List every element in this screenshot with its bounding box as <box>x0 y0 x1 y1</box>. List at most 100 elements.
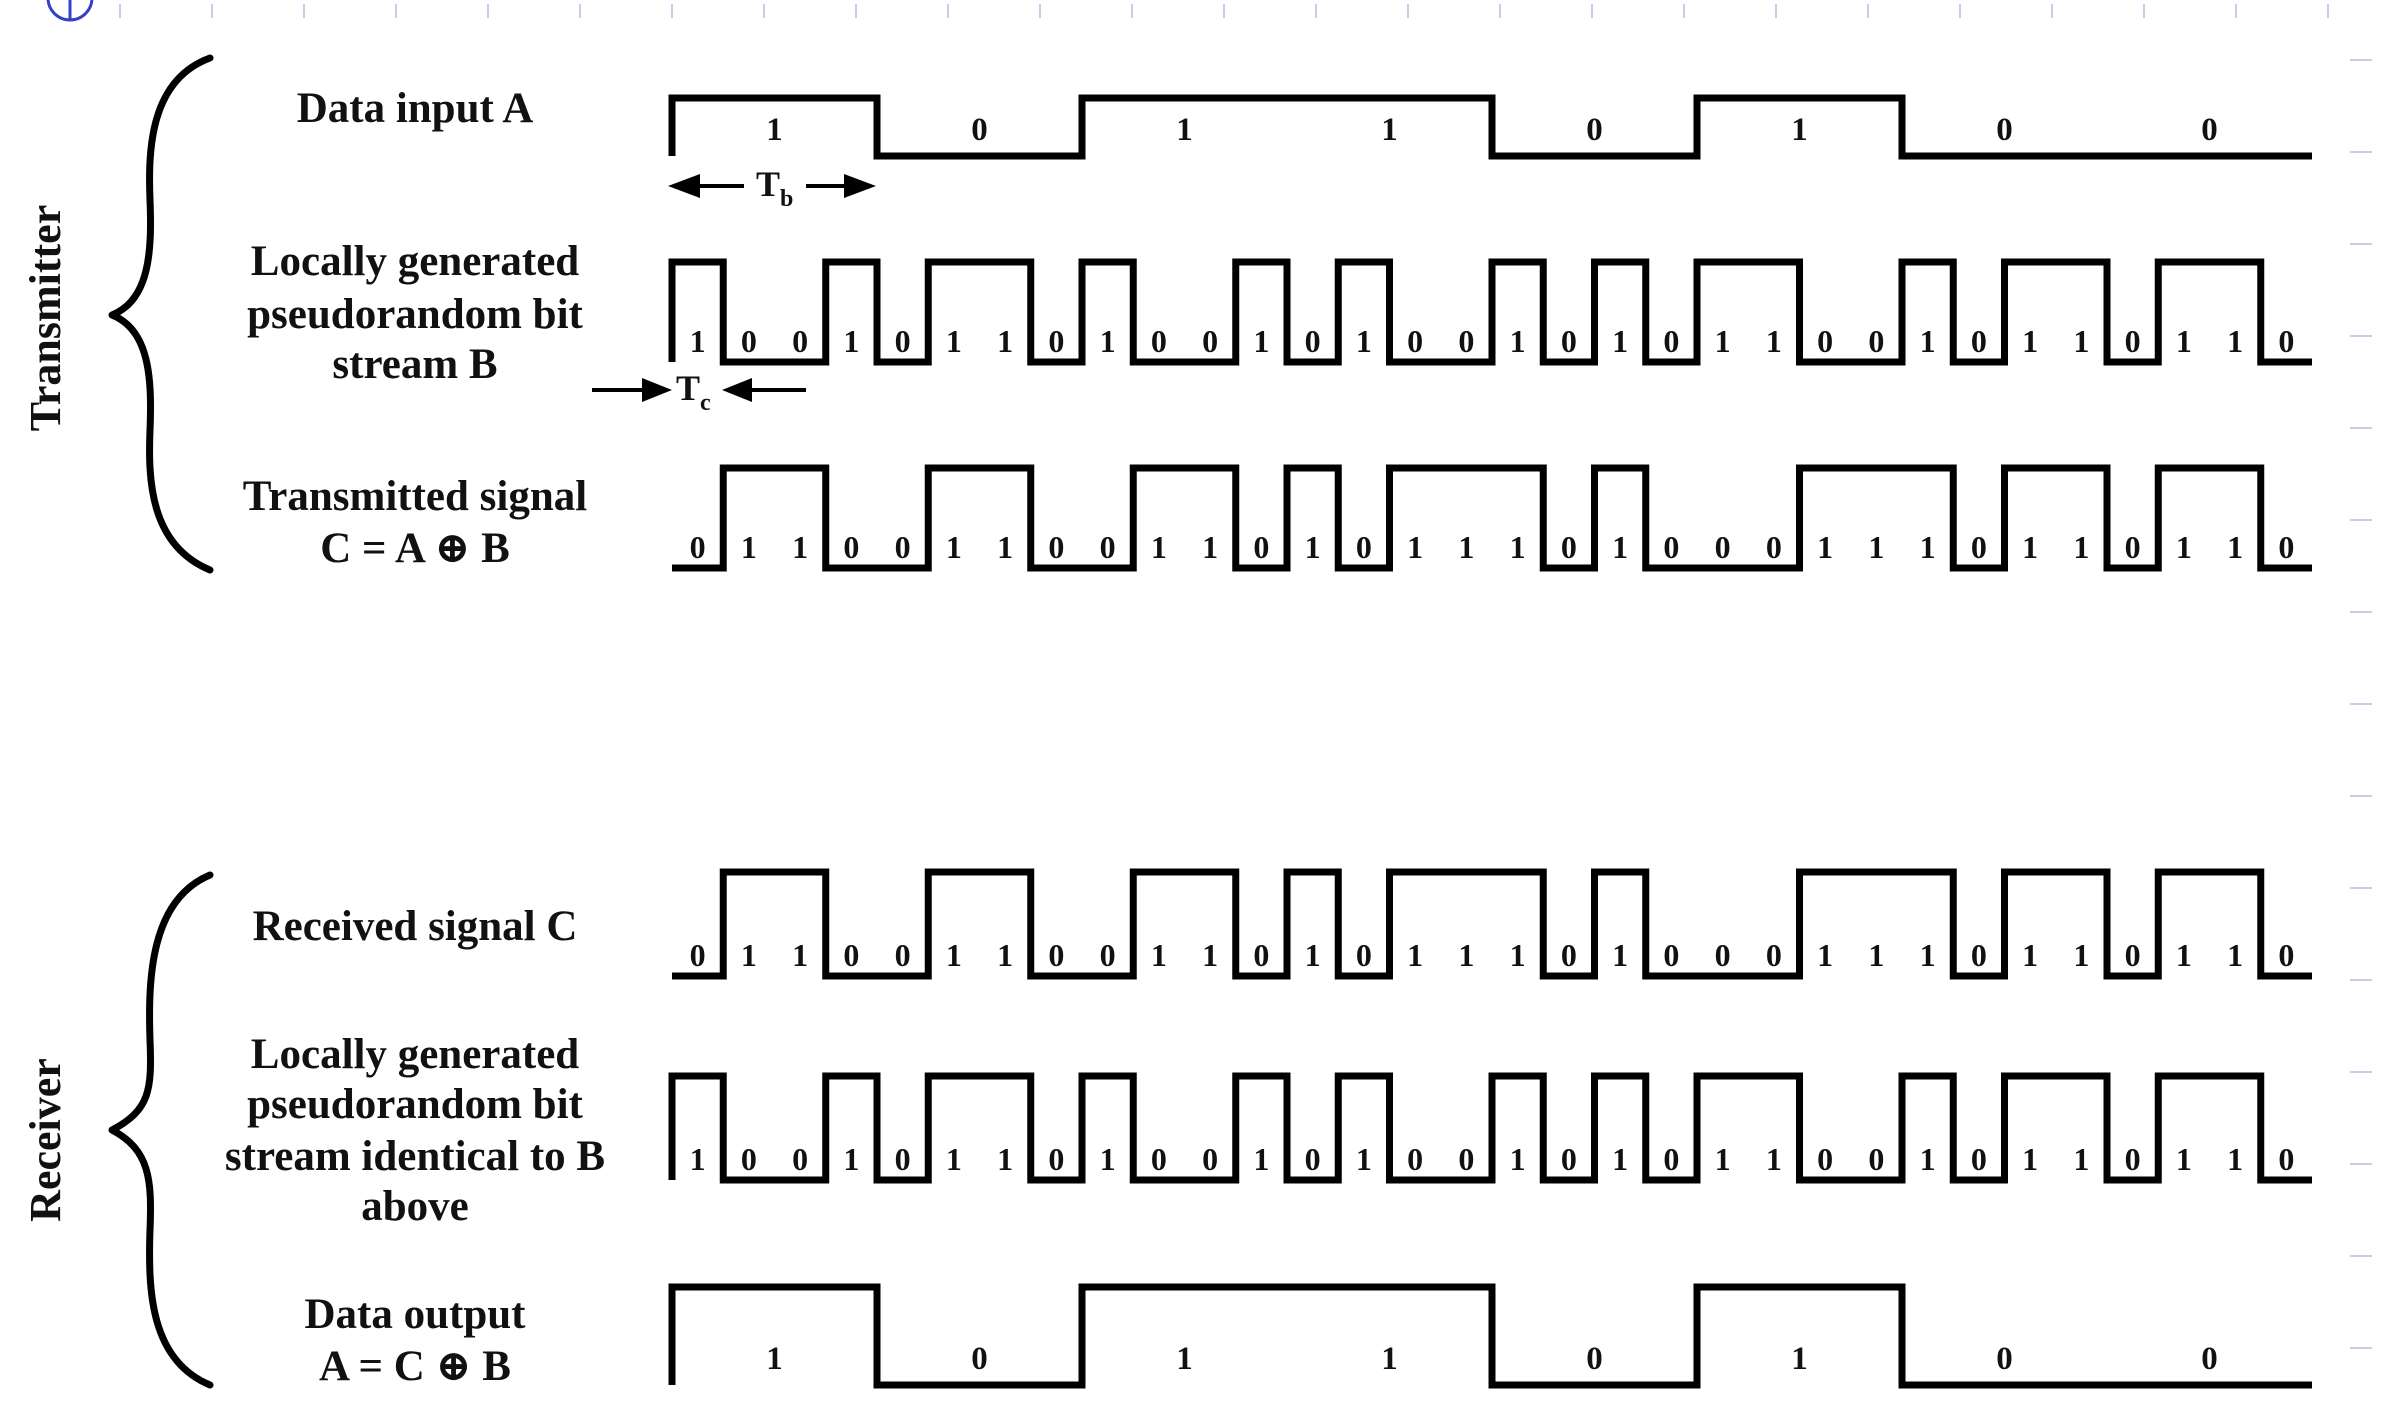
pn-stream-b-bit-label: 0 <box>1151 323 1167 359</box>
transmitted-signal-c-waveform <box>672 464 2312 572</box>
transmitted-signal-c-bit-label: 0 <box>1048 529 1064 565</box>
transmitter-label: Transmitter <box>21 205 70 431</box>
transmitted-signal-c-bit-label: 0 <box>690 529 706 565</box>
pn-stream-b-label-line: stream B <box>332 341 497 388</box>
data-output-a-label-line: A = C ⊕ B <box>319 1343 511 1390</box>
pn-stream-b-bit-label: 1 <box>1253 323 1269 359</box>
pn-stream-b-rx-bit-label: 0 <box>1817 1141 1833 1177</box>
pn-stream-b-rx-bit-label: 1 <box>1253 1141 1269 1177</box>
pn-stream-b-bit-label: 1 <box>843 323 859 359</box>
received-signal-c-bit-label: 1 <box>1510 937 1526 973</box>
received-signal-c-bit-label: 0 <box>1048 937 1064 973</box>
received-signal-c-bit-label: 1 <box>1817 937 1833 973</box>
pn-stream-b-rx-bit-label: 0 <box>1407 1141 1423 1177</box>
data-input-a-bit-label: 1 <box>1791 112 1808 148</box>
received-signal-c-bit-label: 0 <box>2278 937 2294 973</box>
received-signal-c-bit-label: 1 <box>1458 937 1474 973</box>
pn-stream-b-bit-label: 1 <box>1715 323 1731 359</box>
received-signal-c-bit-label: 1 <box>1407 937 1423 973</box>
pn-stream-b-bit-label: 0 <box>1458 323 1474 359</box>
pn-stream-b-rx-bit-label: 0 <box>1048 1141 1064 1177</box>
data-output-a-bit-label: 1 <box>1381 1341 1398 1377</box>
pn-stream-b-bit-label: 0 <box>1048 323 1064 359</box>
data-output-a-bit-label: 1 <box>1176 1341 1193 1377</box>
pn-stream-b-rx-bit-label: 1 <box>843 1141 859 1177</box>
pn-stream-b-bit-label: 0 <box>1817 323 1833 359</box>
data-input-a-bit-label: 0 <box>971 112 988 148</box>
transmitted-signal-c-bit-label: 1 <box>1458 529 1474 565</box>
received-signal-c-bit-label: 1 <box>2176 937 2192 973</box>
received-signal-c-bit-label: 1 <box>946 937 962 973</box>
pn-stream-b-rx-bit-label: 0 <box>1305 1141 1321 1177</box>
transmitted-signal-c-bit-label: 1 <box>741 529 757 565</box>
data-output-a-label-line: Data output <box>304 1291 526 1338</box>
received-signal-c-bit-label: 0 <box>843 937 859 973</box>
pn-stream-b-rx-label-line: stream identical to B <box>225 1133 605 1180</box>
pn-stream-b-bit-label: 0 <box>2125 323 2141 359</box>
data-input-a-bit-label: 1 <box>1381 112 1398 148</box>
received-signal-c-bit-label: 1 <box>1920 937 1936 973</box>
pn-stream-b-rx-bit-label: 0 <box>792 1141 808 1177</box>
pn-stream-b-rx-waveform <box>668 1072 2312 1184</box>
data-input-a-row: Data input A 1 0 1 1 0 1 0 0 <box>297 85 2312 160</box>
received-signal-c-bit-label: 1 <box>2073 937 2089 973</box>
data-input-a-bit-label: 1 <box>766 112 783 148</box>
transmitted-signal-c-bit-label: 1 <box>2022 529 2038 565</box>
data-output-a-row: Data output A = C ⊕ B 1 0 1 1 0 1 0 0 <box>304 1283 2312 1390</box>
data-input-a-bit-label: 0 <box>1996 112 2013 148</box>
received-signal-c-bit-label: 1 <box>1202 937 1218 973</box>
pn-stream-b-rx-bit-label: 1 <box>2073 1141 2089 1177</box>
tb-marker: Tb <box>668 164 876 212</box>
data-output-a-bit-label: 0 <box>1996 1341 2013 1377</box>
transmitted-signal-c-bit-label: 0 <box>2125 529 2141 565</box>
pn-stream-b-bit-label: 0 <box>1561 323 1577 359</box>
pn-stream-b-bit-label: 1 <box>1100 323 1116 359</box>
pn-stream-b-bit-label: 1 <box>946 323 962 359</box>
tc-marker: Tc <box>592 368 806 416</box>
pn-stream-b-rx-bit-label: 1 <box>1612 1141 1628 1177</box>
pn-stream-b-rx-bit-label: 0 <box>741 1141 757 1177</box>
transmitted-signal-c-bit-label: 1 <box>1817 529 1833 565</box>
received-signal-c-bit-label: 0 <box>1663 937 1679 973</box>
received-signal-c-bit-label: 1 <box>1612 937 1628 973</box>
pn-stream-b-bit-label: 1 <box>1612 323 1628 359</box>
pn-stream-b-rx-bit-label: 1 <box>997 1141 1013 1177</box>
received-signal-c-bit-label: 0 <box>2125 937 2141 973</box>
pn-stream-b-rx-bit-label: 1 <box>1100 1141 1116 1177</box>
pn-stream-b-rx-bit-label: 1 <box>1920 1141 1936 1177</box>
data-input-a-bit-label: 0 <box>1586 112 1603 148</box>
transmitted-signal-c-bit-label: 0 <box>895 529 911 565</box>
receiver-brace <box>108 871 214 1389</box>
pn-stream-b-bit-label: 0 <box>1868 323 1884 359</box>
pn-stream-b-bit-label: 0 <box>1971 323 1987 359</box>
received-signal-c-bit-label: 1 <box>1868 937 1884 973</box>
received-signal-c-bit-label: 0 <box>1715 937 1731 973</box>
received-signal-c-label-line: Received signal C <box>253 903 578 950</box>
pn-stream-b-rx-bit-label: 0 <box>1868 1141 1884 1177</box>
transmitted-signal-c-bit-label: 1 <box>2073 529 2089 565</box>
transmitted-signal-c-bit-label: 0 <box>1766 529 1782 565</box>
pn-stream-b-bit-label: 1 <box>1356 323 1372 359</box>
pn-stream-b-rx-bit-label: 0 <box>1561 1141 1577 1177</box>
pn-stream-b-bit-label: 0 <box>1663 323 1679 359</box>
data-output-a-bit-label: 0 <box>2201 1341 2218 1377</box>
transmitted-signal-c-bit-label: 1 <box>2227 529 2243 565</box>
received-signal-c-bit-label: 0 <box>1253 937 1269 973</box>
pn-stream-b-rx-bit-label: 1 <box>1356 1141 1372 1177</box>
pn-stream-b-bit-label: 0 <box>1407 323 1423 359</box>
received-signal-c-bit-label: 0 <box>1766 937 1782 973</box>
transmitted-signal-c-bit-label: 0 <box>1971 529 1987 565</box>
transmitted-signal-c-label-line: Transmitted signal <box>243 473 587 520</box>
pn-stream-b-bit-label: 1 <box>2227 323 2243 359</box>
transmitted-signal-c-bit-label: 1 <box>792 529 808 565</box>
pn-stream-b-rx-label-line: Locally generated <box>251 1031 579 1078</box>
pn-stream-b-rx-bit-label: 1 <box>946 1141 962 1177</box>
transmitted-signal-c-bit-label: 0 <box>1253 529 1269 565</box>
pn-stream-b-row: Locally generated pseudorandom bitstream … <box>247 238 2312 388</box>
data-input-a-bit-label: 1 <box>1176 112 1193 148</box>
pn-stream-b-bit-label: 1 <box>690 323 706 359</box>
transmitted-signal-c-bit-label: 0 <box>1356 529 1372 565</box>
pn-stream-b-rx-bit-label: 0 <box>1458 1141 1474 1177</box>
